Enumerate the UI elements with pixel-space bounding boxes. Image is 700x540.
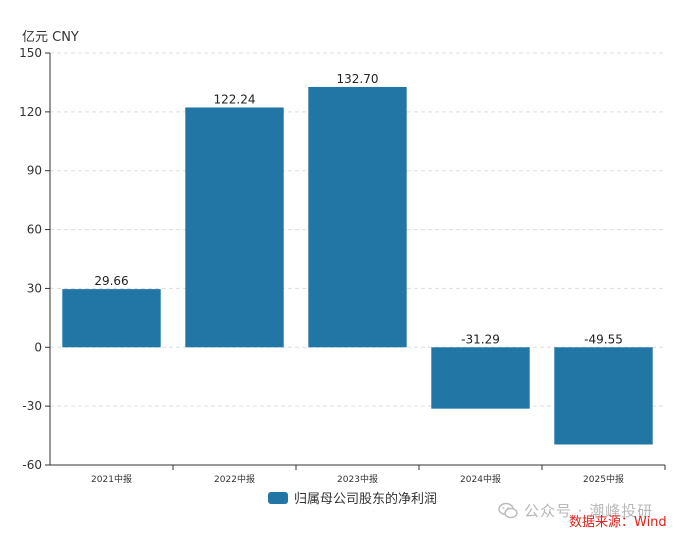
- y-tick-label: 90: [27, 164, 42, 178]
- bar[interactable]: [431, 347, 530, 409]
- x-tick-label: 2021中报: [91, 473, 132, 485]
- wechat-icon: [498, 502, 518, 518]
- watermark-text: 公众号 · 潮峰投研: [524, 502, 654, 520]
- unit-label: 亿元 CNY: [22, 30, 79, 45]
- x-tick-label: 2025中报: [583, 473, 624, 485]
- y-tick-label: -60: [22, 458, 42, 472]
- y-tick-label: -30: [22, 399, 42, 413]
- y-tick-label: 120: [19, 105, 42, 119]
- data-label: 29.66: [94, 274, 128, 288]
- watermark: 公众号 · 潮峰投研: [498, 500, 653, 521]
- data-label: 132.70: [337, 72, 379, 86]
- legend[interactable]: 归属母公司股东的净利润: [268, 488, 437, 507]
- bar[interactable]: [554, 347, 653, 445]
- source-note: 数据来源：Wind: [569, 515, 667, 530]
- y-tick-label: 150: [19, 46, 42, 60]
- axes: 150 120 90 60 30 0 -30 -60 2021中报 2022中报 2023中报 202…: [19, 46, 666, 485]
- bar[interactable]: [308, 86, 407, 348]
- data-label: -49.55: [584, 332, 623, 346]
- data-labels: 29.66 122.24 132.70 -31.29 -49.55: [94, 72, 623, 346]
- bar[interactable]: [62, 289, 161, 348]
- data-label: 122.24: [214, 92, 256, 106]
- y-tick-label: 0: [34, 340, 42, 354]
- data-label: -31.29: [461, 332, 500, 346]
- y-tick-label: 30: [27, 281, 42, 295]
- bars: [62, 86, 653, 445]
- x-tick-label: 2024中报: [460, 473, 501, 485]
- x-tick-label: 2022中报: [214, 473, 255, 485]
- x-tick-label: 2023中报: [337, 473, 378, 485]
- y-tick-label: 60: [27, 223, 42, 237]
- legend-label: 归属母公司股东的净利润: [294, 492, 438, 507]
- bar[interactable]: [185, 107, 284, 348]
- legend-swatch: [268, 491, 288, 504]
